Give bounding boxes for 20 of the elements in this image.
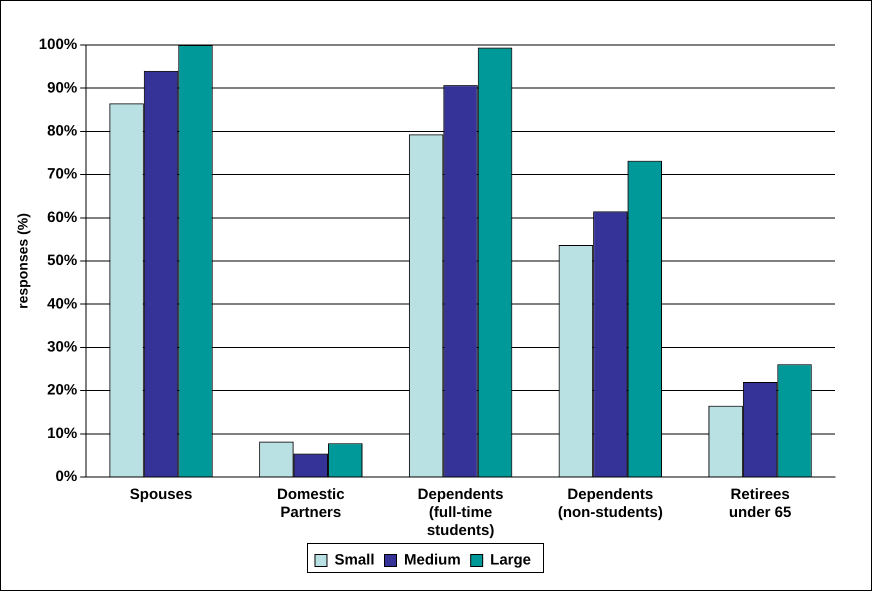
legend-label: Small bbox=[334, 552, 375, 569]
y-tick-label: 80% bbox=[47, 122, 78, 140]
legend-label: Medium bbox=[404, 552, 461, 569]
y-tick-label: 0% bbox=[55, 468, 78, 486]
y-tick-label: 30% bbox=[47, 338, 78, 356]
y-axis-title: responses (%) bbox=[14, 213, 30, 309]
x-tick-label: Domestic Partners bbox=[277, 486, 345, 522]
y-tick-label: 20% bbox=[47, 382, 78, 399]
x-tick-label: Retirees under 65 bbox=[728, 486, 792, 522]
y-tick-label: 50% bbox=[47, 252, 78, 270]
x-tick-label: Spouses bbox=[130, 486, 192, 504]
y-tick-label: 40% bbox=[47, 295, 78, 312]
y-tick-label: 100% bbox=[38, 36, 78, 54]
x-tick-label: Dependents (full-time students) bbox=[418, 486, 504, 540]
y-tick-label: 60% bbox=[47, 208, 78, 226]
legend-label: Large bbox=[490, 552, 532, 569]
y-tick-label: 90% bbox=[47, 79, 78, 96]
y-tick-label: 70% bbox=[47, 166, 78, 183]
x-tick-label: Dependents (non-students) bbox=[558, 486, 663, 522]
y-tick-label: 10% bbox=[47, 424, 78, 442]
